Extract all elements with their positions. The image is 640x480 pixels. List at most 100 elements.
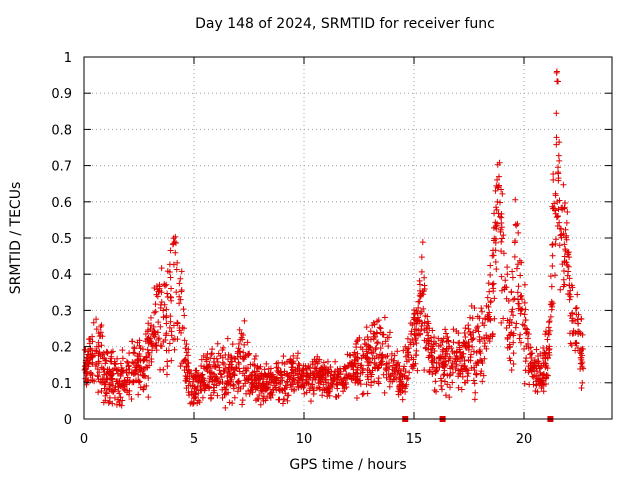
data-point: [157, 366, 164, 373]
data-point: [552, 272, 559, 279]
data-point: [265, 365, 272, 372]
data-point: [94, 366, 101, 373]
data-point: [440, 363, 447, 370]
data-point: [379, 331, 386, 338]
data-point: [452, 366, 459, 373]
data-point: [542, 331, 549, 338]
data-point: [554, 222, 561, 229]
data-point: [131, 344, 138, 351]
data-point: [239, 401, 246, 408]
data-point: [352, 357, 359, 364]
data-point: [473, 362, 480, 369]
data-point: [177, 296, 184, 303]
data-point: [194, 400, 201, 407]
data-point: [95, 350, 102, 357]
data-point: [186, 368, 193, 375]
data-point: [377, 359, 384, 366]
data-point: [170, 322, 177, 329]
data-point: [375, 364, 382, 371]
data-point: [324, 385, 331, 392]
data-point: [525, 341, 532, 348]
data-point: [246, 350, 253, 357]
data-point: [251, 355, 258, 362]
data-point: [294, 355, 301, 362]
data-point: [550, 205, 557, 212]
data-point: [176, 293, 183, 300]
data-point: [313, 365, 320, 372]
data-point: [284, 397, 291, 404]
data-point: [513, 265, 520, 272]
data-point: [106, 368, 113, 375]
data-point: [462, 325, 469, 332]
data-point: [279, 374, 286, 381]
data-point: [425, 320, 432, 327]
data-point: [254, 395, 261, 402]
data-point: [123, 369, 130, 376]
data-point: [331, 368, 338, 375]
data-point: [458, 354, 465, 361]
data-point: [201, 377, 208, 384]
data-point: [360, 352, 367, 359]
data-point: [95, 358, 102, 365]
data-point: [443, 330, 450, 337]
data-point: [508, 319, 515, 326]
data-point: [295, 374, 302, 381]
data-point: [572, 305, 579, 312]
data-point: [144, 346, 151, 353]
data-point: [510, 312, 517, 319]
data-point: [556, 157, 563, 164]
x-tick-label: 5: [190, 432, 198, 447]
data-point: [308, 370, 315, 377]
data-point: [546, 318, 553, 325]
data-point: [109, 371, 116, 378]
data-point: [509, 306, 516, 313]
data-point: [92, 362, 99, 369]
data-point: [195, 369, 202, 376]
data-point: [530, 359, 537, 366]
data-point: [183, 377, 190, 384]
data-point: [506, 344, 513, 351]
data-point: [85, 376, 92, 383]
data-point: [342, 379, 349, 386]
data-point: [358, 362, 365, 369]
data-point: [564, 208, 571, 215]
data-point: [280, 396, 287, 403]
data-point: [219, 354, 226, 361]
data-point: [235, 380, 242, 387]
data-point: [155, 319, 162, 326]
data-point: [126, 377, 133, 384]
data-point: [384, 352, 391, 359]
data-point: [548, 283, 555, 290]
data-point: [566, 291, 573, 298]
data-point: [360, 390, 367, 397]
data-point: [413, 307, 420, 314]
data-point: [136, 337, 143, 344]
data-point: [192, 394, 199, 401]
data-point: [120, 386, 127, 392]
data-point: [136, 378, 143, 385]
data-point: [426, 325, 433, 332]
data-point: [91, 378, 98, 385]
data-point: [502, 283, 509, 290]
data-point: [415, 298, 422, 305]
data-point: [110, 388, 117, 395]
data-point: [289, 359, 296, 366]
data-point: [519, 321, 526, 328]
data-point: [486, 309, 493, 316]
data-point: [184, 363, 191, 370]
data-point: [173, 266, 180, 273]
data-point: [325, 379, 332, 386]
y-tick-label: 0.1: [51, 377, 72, 392]
data-point: [181, 312, 188, 319]
data-point: [354, 376, 361, 383]
data-point: [564, 272, 571, 279]
data-point: [573, 311, 580, 318]
data-point: [158, 299, 165, 306]
data-point: [295, 365, 302, 372]
data-point: [512, 221, 519, 228]
data-point: [485, 280, 492, 287]
data-point: [184, 352, 191, 359]
data-point: [408, 354, 415, 361]
data-point: [421, 319, 428, 326]
data-point: [230, 371, 237, 378]
